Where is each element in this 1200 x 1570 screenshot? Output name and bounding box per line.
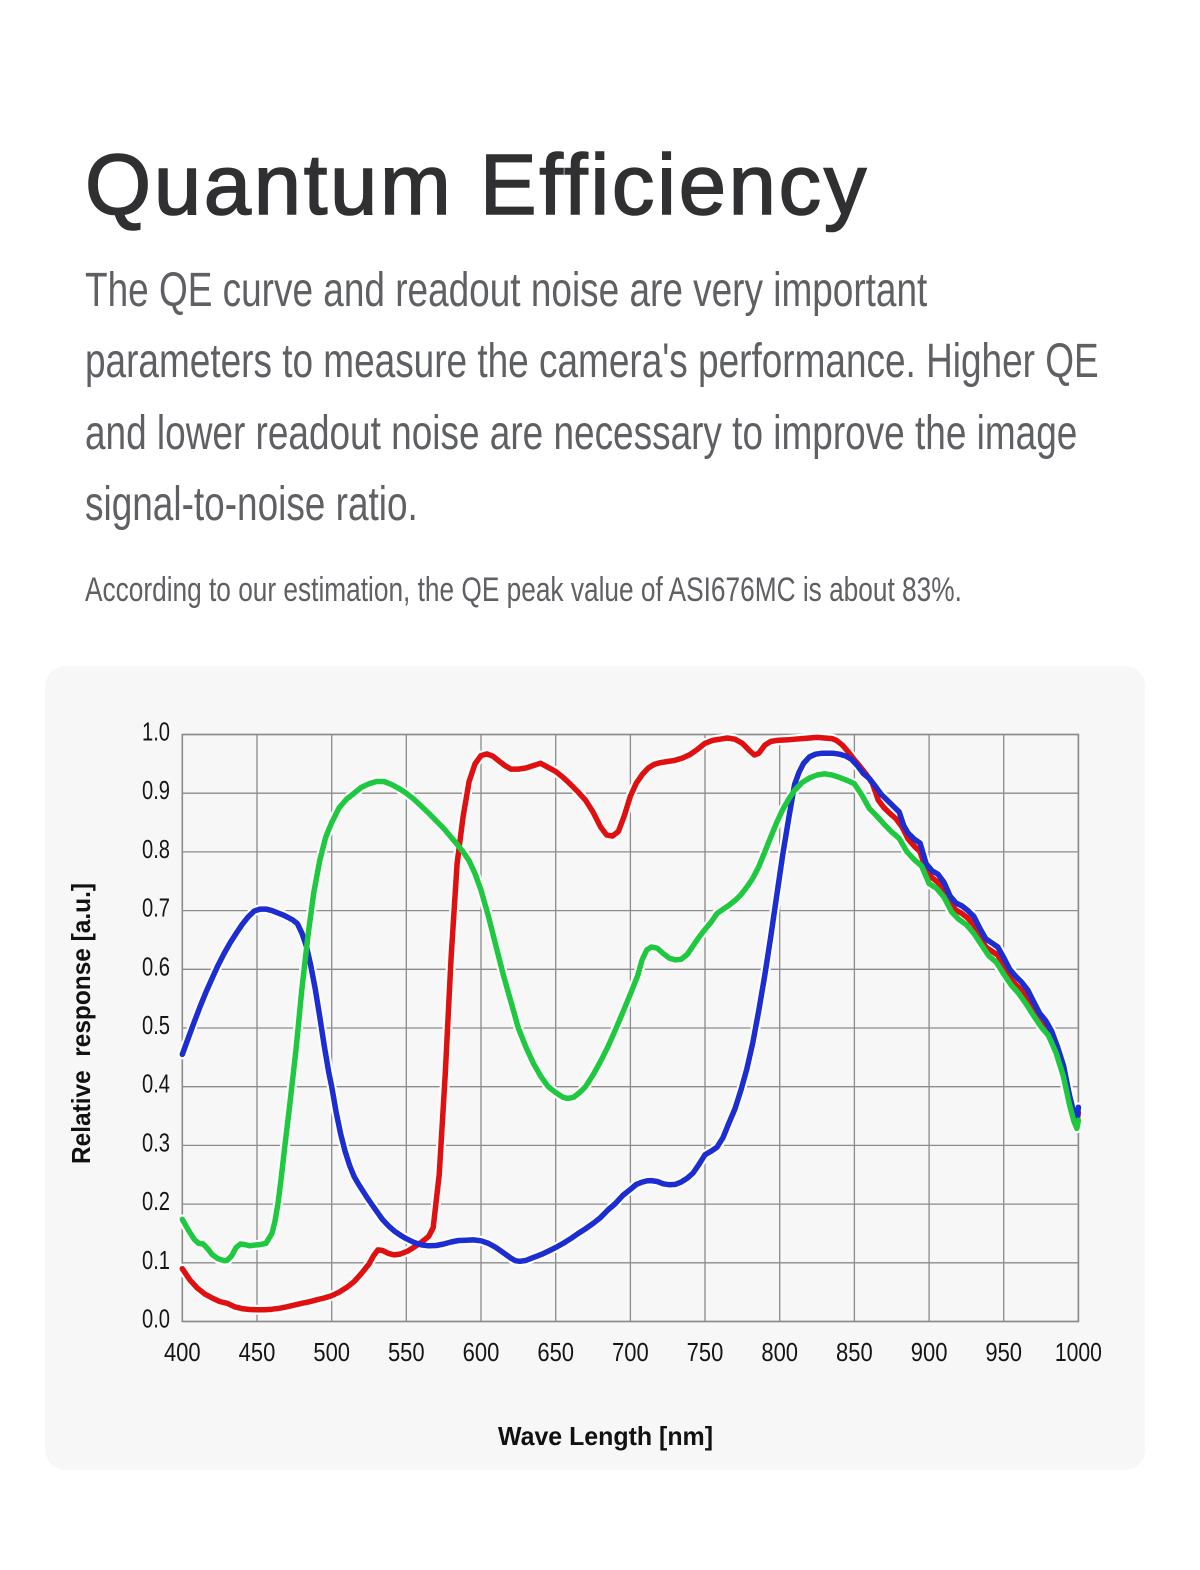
svg-text:550: 550 <box>388 1337 425 1367</box>
svg-text:500: 500 <box>313 1337 350 1367</box>
svg-text:850: 850 <box>836 1337 873 1367</box>
svg-text:950: 950 <box>985 1337 1022 1367</box>
svg-text:750: 750 <box>687 1337 724 1367</box>
svg-text:0.6: 0.6 <box>142 951 170 981</box>
svg-text:0.1: 0.1 <box>142 1245 170 1275</box>
svg-text:0.7: 0.7 <box>142 893 170 923</box>
svg-text:0.5: 0.5 <box>142 1010 170 1040</box>
svg-text:900: 900 <box>911 1337 948 1367</box>
svg-text:Relative response [a.u.]: Relative response [a.u.] <box>66 883 96 1164</box>
svg-text:1.0: 1.0 <box>142 717 170 747</box>
svg-text:0.2: 0.2 <box>142 1186 170 1216</box>
svg-text:650: 650 <box>537 1337 574 1367</box>
svg-text:400: 400 <box>164 1337 201 1367</box>
svg-text:0.0: 0.0 <box>142 1304 170 1334</box>
svg-text:0.3: 0.3 <box>142 1127 170 1157</box>
svg-text:0.8: 0.8 <box>142 834 170 864</box>
svg-text:600: 600 <box>463 1337 500 1367</box>
svg-text:0.4: 0.4 <box>142 1069 170 1099</box>
svg-text:0.9: 0.9 <box>142 775 170 805</box>
svg-text:1000: 1000 <box>1055 1337 1102 1367</box>
svg-text:700: 700 <box>612 1337 649 1367</box>
svg-text:800: 800 <box>761 1337 798 1367</box>
svg-text:Wave Length [nm]: Wave Length [nm] <box>498 1421 713 1451</box>
svg-text:450: 450 <box>239 1337 276 1367</box>
